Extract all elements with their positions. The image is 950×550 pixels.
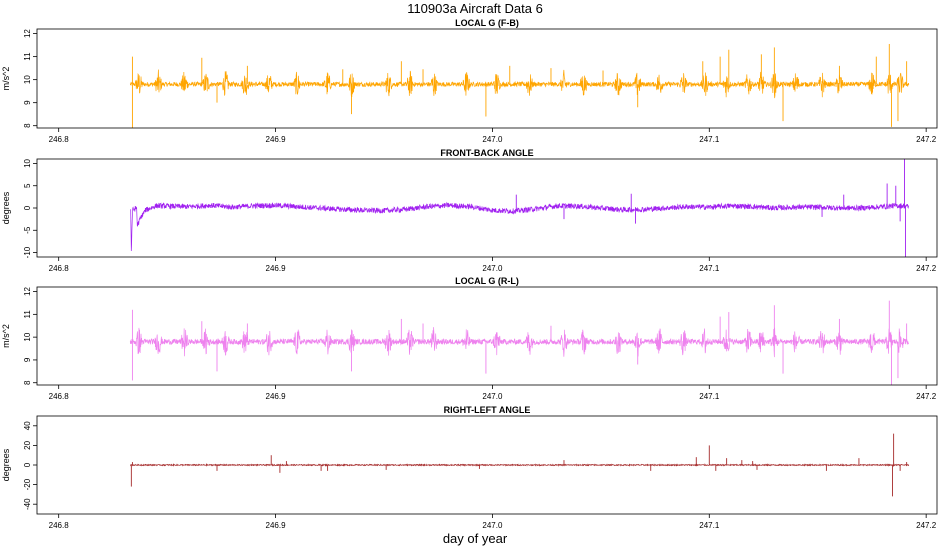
panel-2: FRONT-BACK ANGLE degrees 246.8 246.9 247.0 24… [1, 148, 938, 273]
y-tick-label: 10 [23, 75, 32, 84]
y-axis-label: m/s^2 [1, 67, 11, 91]
y-tick-label: 0 [23, 205, 32, 210]
x-tick-label: 247.1 [699, 392, 720, 401]
x-axis-label: day of year [442, 531, 508, 546]
x-tick-label: 246.9 [266, 135, 287, 144]
x-tick-label: 247.1 [699, 264, 720, 273]
x-tick-label: 247.2 [916, 264, 937, 273]
x-tick-label: 247.0 [482, 521, 503, 530]
y-axis-label: m/s^2 [1, 324, 11, 348]
panel-title: FRONT-BACK ANGLE [440, 148, 533, 158]
y-tick-label: 10 [23, 158, 32, 167]
y-tick-label: 0 [23, 462, 32, 467]
y-tick-label: 9 [23, 357, 32, 362]
series-line [129, 69, 910, 99]
plot-frame [36, 286, 938, 386]
y-tick-label: 40 [23, 421, 32, 430]
y-tick-label: 12 [23, 287, 32, 296]
plot-frame [36, 28, 938, 129]
x-tick-label: 246.8 [49, 264, 70, 273]
x-tick-label: 246.9 [266, 264, 287, 273]
x-tick-label: 246.8 [49, 135, 70, 144]
panel-1: LOCAL G (F-B) m/s^2 246.8 246.9 247.0 247.1 24… [1, 18, 938, 144]
x-tick-label: 246.9 [266, 521, 287, 530]
figure-title: 110903a Aircraft Data 6 [407, 1, 543, 16]
x-tick-label: 247.0 [482, 264, 503, 273]
x-tick-label: 246.9 [266, 392, 287, 401]
x-tick-label: 247.0 [482, 135, 503, 144]
y-tick-label: -40 [23, 498, 32, 510]
y-axis-label: degrees [1, 448, 11, 481]
y-tick-label: 8 [23, 380, 32, 385]
x-tick-label: 247.2 [916, 521, 937, 530]
y-tick-label: 10 [23, 332, 32, 341]
series-line [129, 463, 910, 467]
panel-title: LOCAL G (F-B) [455, 18, 519, 28]
x-tick-label: 247.2 [916, 135, 937, 144]
y-tick-label: -5 [23, 226, 32, 234]
y-tick-label: 12 [23, 29, 32, 38]
panel-title: LOCAL G (R-L) [455, 276, 519, 286]
x-tick-label: 247.0 [482, 392, 503, 401]
y-tick-label: 11 [23, 52, 32, 61]
x-tick-label: 247.1 [699, 521, 720, 530]
y-tick-label: -10 [23, 246, 32, 258]
y-tick-label: 8 [23, 123, 32, 128]
y-tick-label: 20 [23, 440, 32, 449]
y-tick-label: 11 [23, 310, 32, 319]
x-tick-label: 246.8 [49, 392, 70, 401]
series-line [130, 201, 910, 252]
y-tick-label: 5 [23, 183, 32, 188]
panel-4: RIGHT-LEFT ANGLE degrees 246.8 246.9 247.0 24… [1, 405, 938, 530]
x-tick-label: 247.1 [699, 135, 720, 144]
series-line [129, 327, 910, 358]
y-axis-label: degrees [1, 191, 11, 224]
panel-title: RIGHT-LEFT ANGLE [444, 405, 531, 415]
panel-3: LOCAL G (R-L) m/s^2 246.8 246.9 247.0 247.1 24… [1, 276, 938, 401]
y-tick-label: 9 [23, 100, 32, 105]
x-tick-label: 247.2 [916, 392, 937, 401]
y-tick-label: -20 [23, 478, 32, 490]
x-tick-label: 246.8 [49, 521, 70, 530]
